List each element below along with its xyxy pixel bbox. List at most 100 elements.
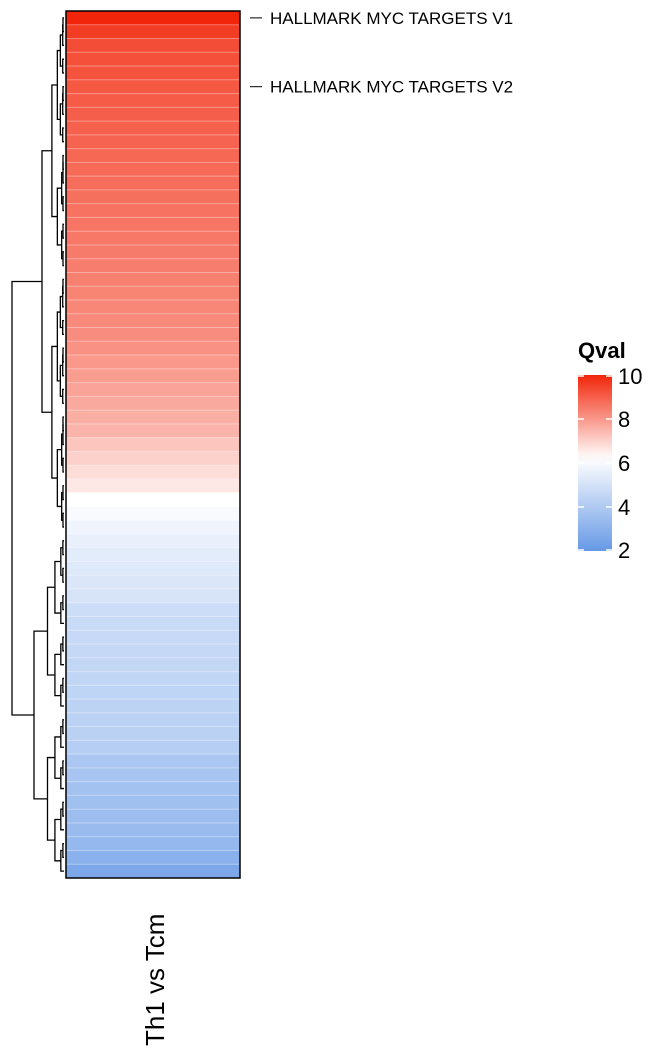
- heatmap-cell: [66, 864, 240, 879]
- dendrogram-branch: [62, 677, 64, 693]
- dendrogram-branch: [62, 58, 64, 74]
- heatmap-cell: [66, 93, 240, 108]
- heatmap-cell: [66, 754, 240, 769]
- dendrogram-branch: [62, 595, 64, 611]
- row-label: HALLMARK MYC TARGETS V2: [270, 78, 513, 97]
- heatmap-cell: [66, 300, 240, 315]
- legend-tick-label: 4: [618, 495, 630, 520]
- heatmap-frame: [65, 10, 241, 879]
- heatmap-cell: [66, 465, 240, 480]
- heatmap-cell: [66, 258, 240, 273]
- row-dendrogram: [11, 17, 64, 872]
- legend-tick-label: 10: [618, 364, 642, 389]
- heatmap-cell: [66, 52, 240, 67]
- heatmap-cell: [66, 712, 240, 728]
- dendrogram-branch: [62, 636, 64, 652]
- dendrogram-branch: [46, 756, 55, 841]
- legend-tick-label: 2: [618, 538, 630, 563]
- dendrogram-branch: [62, 285, 64, 308]
- heatmap-cell: [66, 217, 240, 232]
- row-labels: HALLMARK MYC TARGETS V1 HALLMARK MYC TARG…: [250, 9, 513, 97]
- dendrogram-branch: [62, 251, 64, 267]
- heatmap-cell: [66, 657, 240, 672]
- heatmap-cell: [66, 121, 240, 136]
- heatmap-cell: [66, 561, 240, 576]
- heatmap-cell: [66, 286, 240, 301]
- heatmap-cell: [66, 24, 240, 39]
- heatmap-cell: [66, 520, 240, 535]
- heatmap-cell: [66, 382, 240, 397]
- color-legend: Qval 10 8 6 4 2: [578, 338, 642, 563]
- dendrogram-branch: [62, 319, 64, 336]
- heatmap-cell: [66, 368, 240, 383]
- dendrogram-branch: [62, 842, 64, 859]
- dendrogram-branch: [54, 818, 61, 862]
- heatmap-cell: [66, 107, 240, 122]
- heatmap-cell: [66, 203, 240, 218]
- heatmap-cell: [66, 134, 240, 150]
- dendrogram-branch: [62, 223, 64, 239]
- heatmap-cell: [66, 423, 240, 439]
- dendrogram-branch: [54, 560, 61, 614]
- heatmap-cell: [66, 478, 240, 494]
- dendrogram-branch: [62, 92, 64, 115]
- dendrogram-branch: [54, 736, 61, 779]
- legend-tick-label: 8: [618, 407, 630, 432]
- heatmap-cell: [66, 685, 240, 700]
- heatmap-cells: [66, 11, 240, 879]
- heatmap-cell: [66, 396, 240, 411]
- dendrogram-branch: [62, 512, 64, 528]
- heatmap-cell: [66, 410, 240, 425]
- dendrogram-branch: [62, 127, 64, 143]
- heatmap-cell: [66, 162, 240, 177]
- heatmap-cell: [66, 671, 240, 686]
- heatmap-cell: [66, 836, 240, 851]
- dendrogram-branch: [62, 540, 64, 556]
- heatmap-cell: [66, 176, 240, 191]
- dendrogram-branch: [62, 719, 64, 735]
- legend-ticks: 10 8 6 4 2: [578, 364, 642, 563]
- dendrogram-branch: [62, 457, 64, 473]
- heatmap-cell: [66, 809, 240, 824]
- heatmap-cell: [66, 451, 240, 466]
- heatmap-cell: [66, 533, 240, 549]
- dendrogram-branch: [62, 388, 64, 404]
- dendrogram-branch: [62, 162, 64, 184]
- dendrogram-branch: [41, 150, 52, 413]
- heatmap-cell: [66, 231, 240, 246]
- heatmap-cell: [66, 740, 240, 755]
- heatmap-cell: [66, 602, 240, 617]
- heatmap-cell: [66, 547, 240, 562]
- heatmap-cell: [66, 272, 240, 287]
- dendrogram-branch: [62, 760, 64, 776]
- dendrogram-branch: [62, 196, 64, 212]
- heatmap-cell: [66, 850, 240, 865]
- heatmap-cell: [66, 341, 240, 356]
- heatmap-cell: [66, 38, 240, 53]
- heatmap-cell: [66, 726, 240, 741]
- heatmap-cell: [66, 244, 240, 260]
- heatmap-cell: [66, 148, 240, 163]
- heatmap-cell: [66, 589, 240, 604]
- heatmap-cell: [66, 781, 240, 796]
- dendrogram-branch: [33, 630, 48, 800]
- heatmap-cell: [66, 616, 240, 631]
- legend-tick-label: 6: [618, 451, 630, 476]
- row-label: HALLMARK MYC TARGETS V1: [270, 9, 513, 28]
- heatmap-cell: [66, 355, 240, 370]
- heatmap-cell: [66, 767, 240, 783]
- dendrogram-branch: [62, 354, 64, 377]
- heatmap-cell: [66, 506, 240, 521]
- column-label: Th1 vs Tcm: [140, 914, 170, 1046]
- dendrogram-branch: [51, 345, 58, 479]
- heatmap-cell: [66, 630, 240, 645]
- dendrogram-branch: [62, 801, 64, 817]
- heatmap-cell: [66, 79, 240, 94]
- dendrogram-branch: [51, 84, 58, 218]
- heatmap-cell: [66, 327, 240, 342]
- heatmap-cell: [66, 699, 240, 714]
- dendrogram-branch: [62, 24, 64, 47]
- heatmap-cell: [66, 575, 240, 590]
- dendrogram-branch: [46, 586, 55, 676]
